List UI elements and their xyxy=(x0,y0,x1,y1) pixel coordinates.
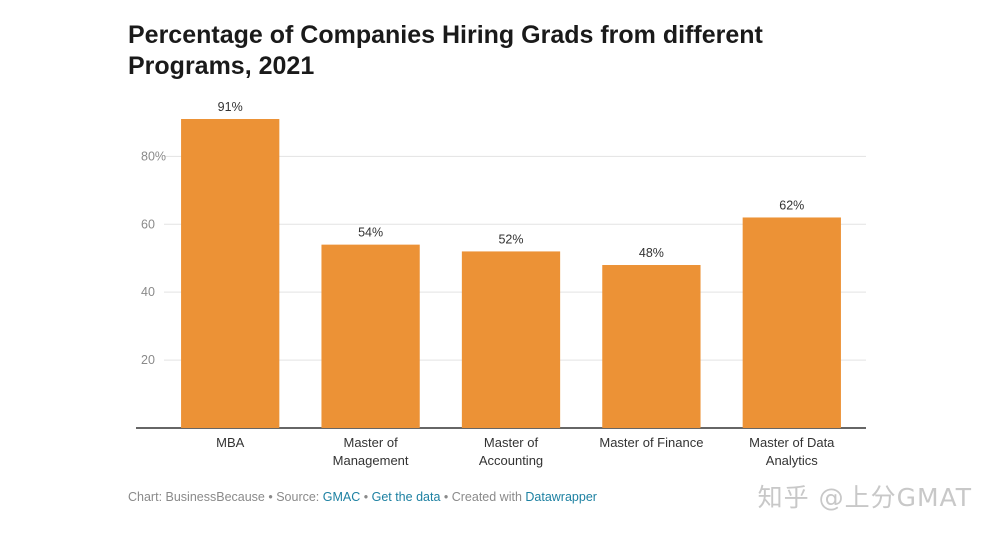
category-label: Master of Data Analytics xyxy=(749,435,835,468)
category-labels: MBA Master of Management Master of Accountin… xyxy=(216,435,835,468)
chart-footer: Chart: BusinessBecause • Source: GMAC • … xyxy=(128,490,597,504)
category-label: Master of Finance xyxy=(599,435,703,450)
value-labels: 91% 54% 52% 48% 62% xyxy=(218,100,805,260)
source-link[interactable]: GMAC xyxy=(322,490,361,504)
footer-created-with: • Created with xyxy=(440,490,526,504)
bar-value-label: 52% xyxy=(498,232,523,246)
bar xyxy=(602,265,701,428)
footer-credit: Chart: BusinessBecause • Source: xyxy=(128,490,323,504)
y-tick-label: 40 xyxy=(141,285,155,299)
bar xyxy=(321,244,420,428)
get-the-data-link[interactable]: Get the data xyxy=(371,490,441,504)
y-tick-label: 60 xyxy=(141,217,155,231)
bars xyxy=(181,119,841,428)
datawrapper-link[interactable]: Datawrapper xyxy=(525,490,597,504)
bar xyxy=(742,217,841,428)
bar-value-label: 48% xyxy=(639,246,664,260)
category-label: Master of Accounting xyxy=(479,435,543,468)
category-label: MBA xyxy=(216,435,245,450)
bar-value-label: 54% xyxy=(358,226,383,240)
category-label: Master of Management xyxy=(333,435,409,468)
watermark-text: 知乎 @上分GMAT xyxy=(757,483,972,512)
y-tick-label: 80% xyxy=(141,149,166,163)
bar-value-label: 62% xyxy=(779,198,804,212)
footer-separator: • xyxy=(360,490,372,504)
bar-value-label: 91% xyxy=(218,100,243,114)
bar xyxy=(181,119,280,428)
y-tick-label: 20 xyxy=(141,353,155,367)
chart-title: Percentage of Companies Hiring Grads fro… xyxy=(128,21,763,80)
bar xyxy=(461,251,561,428)
